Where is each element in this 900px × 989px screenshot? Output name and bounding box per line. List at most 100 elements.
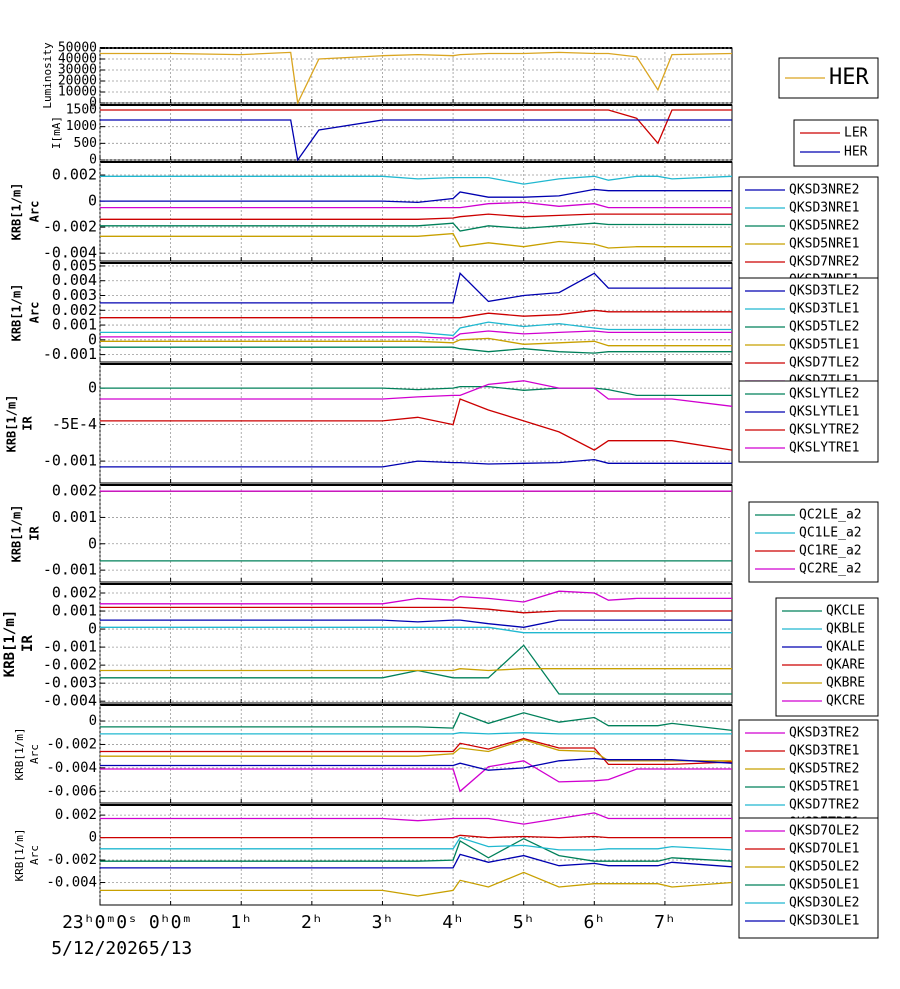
y-tick-label: 500 — [74, 136, 97, 151]
series-line — [100, 458, 732, 468]
legend-label: QKSD5TLE2 — [789, 320, 859, 335]
y-axis-label: I[mA] — [50, 116, 63, 149]
y-tick-label: -0.003 — [43, 674, 97, 692]
y-axis-label: IR — [28, 526, 42, 541]
legend-label: QKSD3TRE1 — [789, 744, 859, 759]
series-line — [100, 737, 733, 766]
y-axis-label: IR — [20, 635, 36, 652]
series-line — [100, 222, 732, 232]
series-line — [100, 321, 732, 337]
y-tick-label: 0.001 — [52, 508, 97, 526]
series-line — [100, 201, 732, 209]
legend-label: QKSD7TLE2 — [789, 356, 859, 371]
legend-label: QKSD7OLE1 — [789, 842, 859, 857]
x-tick-label: 0ʰ0ᵐ — [149, 912, 192, 933]
x-tick-label: 1ʰ — [230, 912, 252, 933]
y-axis-label: KRB[1/m] — [13, 728, 26, 781]
x-tick-label: 5ʰ — [513, 912, 535, 933]
y-tick-label: 0.001 — [52, 316, 97, 334]
legend-label: QKSD3TLE1 — [789, 302, 859, 317]
y-tick-label: -0.004 — [43, 692, 97, 710]
series-line — [100, 590, 732, 605]
y-tick-label: 0 — [88, 534, 97, 552]
x-tick-label: 7ʰ — [654, 912, 676, 933]
series-line — [100, 309, 732, 319]
y-tick-label: 0 — [88, 192, 97, 210]
y-tick-label: 0 — [89, 96, 97, 111]
series-line — [100, 175, 733, 185]
y-axis-label: KRB[1/m] — [13, 829, 26, 882]
legend-label: QKBRE — [826, 676, 865, 691]
legend-label: QKCRE — [826, 694, 865, 709]
legend-label: QKSD7OLE2 — [789, 824, 859, 839]
y-tick-label: 0.003 — [52, 286, 97, 304]
y-tick-label: -0.002 — [43, 218, 97, 236]
series-line — [100, 812, 732, 825]
legend-label: QKSD3TRE2 — [789, 726, 859, 741]
legend-box — [738, 817, 879, 939]
x-tick-label: 3ʰ — [372, 912, 394, 933]
plot-frame — [99, 804, 733, 906]
y-tick-label: 40000 — [58, 52, 97, 67]
series-line — [100, 757, 733, 771]
series-line — [100, 739, 732, 762]
legend-label: QKSD3TLE2 — [789, 284, 859, 299]
legend-label: QKSD5TRE2 — [789, 762, 859, 777]
series-line — [100, 346, 732, 354]
legend-label: QKARE — [826, 658, 865, 673]
legend-label: QKSD5TRE1 — [789, 780, 859, 795]
y-tick-label: -0.001 — [43, 561, 97, 579]
legend-label: QKSD5NRE1 — [789, 237, 859, 252]
y-tick-label: 0.002 — [52, 584, 97, 602]
legend-label: QC1LE_a2 — [799, 526, 862, 541]
legend-label: QKCLE — [826, 604, 865, 619]
y-tick-label: -5E-4 — [52, 415, 97, 433]
plot-frame — [99, 104, 733, 161]
legend-label: QKSD5OLE2 — [789, 860, 859, 875]
legend-label: HER — [844, 145, 868, 160]
legend-label: HER — [829, 65, 869, 90]
plot-frame — [99, 583, 733, 704]
legend-label: QC2RE_a2 — [799, 562, 862, 577]
plot-frame — [99, 363, 733, 484]
plot-frame — [99, 704, 733, 804]
legend-label: QKSD3OLE1 — [789, 914, 859, 929]
series-line — [100, 760, 732, 793]
legend-label: QKSLYTRE1 — [789, 441, 859, 456]
series-line — [100, 668, 732, 672]
legend-label: QKALE — [826, 640, 865, 655]
legend-label: QKSD3OLE2 — [789, 896, 859, 911]
legend-box — [775, 597, 879, 717]
y-axis-label: KRB[1/m] — [5, 395, 19, 453]
series-line — [100, 109, 732, 145]
series-line — [100, 272, 732, 304]
x-tick-label: 23ʰ0ᵐ0ˢ — [62, 912, 138, 933]
series-line — [100, 871, 733, 897]
legend-label: QKSD7TRE2 — [789, 798, 859, 813]
series-line — [100, 606, 732, 614]
series-line — [100, 119, 732, 162]
legend-label: QKSD3NRE2 — [789, 183, 859, 198]
series-line — [100, 330, 732, 340]
legend-label: QKSD5TLE1 — [789, 338, 859, 353]
y-axis-label: KRB[1/m] — [10, 183, 24, 241]
series-line — [100, 213, 732, 220]
series-line — [100, 188, 732, 204]
series-line — [100, 398, 733, 451]
y-tick-label: -0.001 — [43, 452, 97, 470]
y-tick-label: -0.006 — [46, 783, 97, 799]
x-tick-label: 6ʰ — [583, 912, 605, 933]
series-line — [100, 853, 733, 869]
y-tick-label: 0.002 — [52, 301, 97, 319]
y-axis-label: Arc — [28, 744, 41, 764]
y-tick-label: 0 — [88, 330, 97, 348]
y-tick-label: 0.001 — [52, 602, 97, 620]
legend-label: LER — [844, 126, 868, 141]
legend-label: QKSD3NRE1 — [789, 201, 859, 216]
legend-box — [793, 119, 879, 167]
y-tick-label: 30000 — [58, 63, 97, 78]
y-axis-label: Luminosity — [41, 42, 54, 109]
series-line — [100, 837, 733, 862]
series-line — [100, 836, 733, 851]
